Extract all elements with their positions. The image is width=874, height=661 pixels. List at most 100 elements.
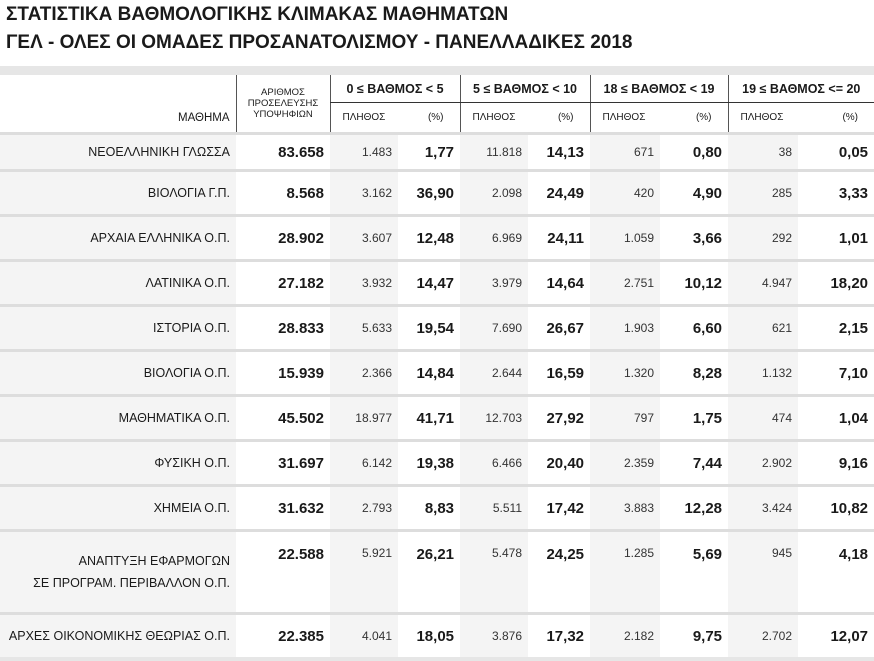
percent: 14,13 — [528, 132, 591, 171]
count: 1.059 — [590, 214, 661, 261]
subject-line: ΙΣΤΟΡΙΑ Ο.Π. — [153, 321, 230, 335]
data-row: ΧΗΜΕΙΑ Ο.Π. 31.632 2.793 8,83 5.511 17,42 3.88… — [0, 484, 874, 531]
percent: 36,90 — [398, 169, 461, 216]
count: 285 — [728, 169, 799, 216]
percent: 20,40 — [528, 439, 591, 486]
data-row: ΑΡΧΕΣ ΟΙΚΟΝΟΜΙΚΗΣ ΘΕΩΡΙΑΣ Ο.Π. 22.385 4.04… — [0, 612, 874, 657]
count: 4.041 — [330, 612, 398, 657]
subheader-row: ΠΛΗΘΟΣ (%) ΠΛΗΘΟΣ (%) ΠΛΗΘΟΣ (%) ΠΛΗΘΟΣ (%) — [0, 102, 874, 134]
count: 6.466 — [460, 439, 529, 486]
count: 18.977 — [330, 394, 398, 441]
count: 3.607 — [330, 214, 398, 261]
percent: 24,49 — [528, 169, 591, 216]
percent: 12,07 — [798, 612, 874, 657]
count: 3.162 — [330, 169, 398, 216]
subheader: ΠΛΗΘΟΣ — [329, 102, 398, 134]
subject-line: ΑΡΧΕΣ ΟΙΚΟΝΟΜΙΚΗΣ ΘΕΩΡΙΑΣ Ο.Π. — [8, 629, 230, 643]
subheader: ΠΛΗΘΟΣ — [459, 102, 529, 134]
candidates: 83.658 — [236, 132, 330, 171]
subject: ΒΙΟΛΟΓΙΑ Ο.Π. — [0, 349, 236, 396]
percent: 0,80 — [660, 132, 729, 171]
percent: 7,10 — [798, 349, 874, 396]
count: 2.182 — [590, 612, 661, 657]
percent: 1,04 — [798, 394, 874, 441]
subject: ΝΕΟΕΛΛΗΝΙΚΗ ΓΛΩΣΣΑ — [0, 132, 236, 171]
percent: 19,38 — [398, 439, 461, 486]
stats-table: ΜΑΘΗΜΑ ΑΡΙΘΜΟΣ ΠΡΟΣΕΛΕΥΣΗΣ ΥΠΟΨΗΦΙΩΝ 0 ≤ ΒΑΘ… — [0, 75, 874, 657]
percent: 7,44 — [660, 439, 729, 486]
candidates: 31.632 — [236, 484, 330, 531]
candidates: 45.502 — [236, 394, 330, 441]
count: 3.932 — [330, 259, 398, 306]
subject-line: ΛΑΤΙΝΙΚΑ Ο.Π. — [145, 276, 230, 290]
candidates: 28.833 — [236, 304, 330, 351]
data-row: ΝΕΟΕΛΛΗΝΙΚΗ ΓΛΩΣΣΑ 83.658 1.483 1,77 11.818 1… — [0, 132, 874, 171]
percent: 1,01 — [798, 214, 874, 261]
count-header-line: ΠΡΟΣΕΛΕΥΣΗΣ — [247, 98, 319, 109]
percent: 8,83 — [398, 484, 461, 531]
data-row: ΦΥΣΙΚΗ Ο.Π. 31.697 6.142 19,38 6.466 20,40 2.3… — [0, 439, 874, 486]
candidates: 22.385 — [236, 612, 330, 657]
header-row: ΜΑΘΗΜΑ ΑΡΙΘΜΟΣ ΠΡΟΣΕΛΕΥΣΗΣ ΥΠΟΨΗΦΙΩΝ 0 ≤ ΒΑΘ… — [0, 75, 874, 134]
count: 2.751 — [590, 259, 661, 306]
count: 3.979 — [460, 259, 529, 306]
percent: 19,54 — [398, 304, 461, 351]
percent: 1,77 — [398, 132, 461, 171]
subheader: (%) — [798, 102, 874, 134]
percent: 27,92 — [528, 394, 591, 441]
percent: 5,69 — [660, 529, 729, 614]
data-row: ΜΑΘΗΜΑΤΙΚΑ Ο.Π. 45.502 18.977 41,71 12.703 27… — [0, 394, 874, 441]
candidates: 15.939 — [236, 349, 330, 396]
count: 1.285 — [590, 529, 661, 614]
subject: ΧΗΜΕΙΑ Ο.Π. — [0, 484, 236, 531]
data-row: ΒΙΟΛΟΓΙΑ Γ.Π. 8.568 3.162 36,90 2.098 24,49 42… — [0, 169, 874, 216]
subject: ΒΙΟΛΟΓΙΑ Γ.Π. — [0, 169, 236, 216]
percent: 24,11 — [528, 214, 591, 261]
count: 2.702 — [728, 612, 799, 657]
percent: 26,21 — [398, 529, 461, 614]
candidates: 22.588 — [236, 529, 330, 614]
subheader: ΠΛΗΘΟΣ — [589, 102, 661, 134]
subheader: ΠΛΗΘΟΣ — [727, 102, 799, 134]
count: 5.511 — [460, 484, 529, 531]
percent: 9,16 — [798, 439, 874, 486]
count: 671 — [590, 132, 661, 171]
count: 1.132 — [728, 349, 799, 396]
count: 420 — [590, 169, 661, 216]
count: 797 — [590, 394, 661, 441]
percent: 17,42 — [528, 484, 591, 531]
group-header: 19 ≤ ΒΑΘΜΟΣ <= 20 — [727, 75, 874, 103]
data-row: ΑΡΧΑΙΑ ΕΛΛΗΝΙΚΑ Ο.Π. 28.902 3.607 12,48 6.96… — [0, 214, 874, 261]
count: 7.690 — [460, 304, 529, 351]
title: ΣΤΑΤΙΣΤΙΚΑ ΒΑΘΜΟΛΟΓΙΚΗΣ ΚΛΙΜΑΚΑΣ ΜΑΘΗΜΑΤ… — [6, 4, 509, 25]
count: 1.320 — [590, 349, 661, 396]
subject-header: ΜΑΘΗΜΑ — [0, 75, 236, 134]
percent: 14,64 — [528, 259, 591, 306]
data-row: ΙΣΤΟΡΙΑ Ο.Π. 28.833 5.633 19,54 7.690 26,67 1.… — [0, 304, 874, 351]
data-row: ΒΙΟΛΟΓΙΑ Ο.Π. 15.939 2.366 14,84 2.644 16,59 1… — [0, 349, 874, 396]
count: 474 — [728, 394, 799, 441]
percent: 17,32 — [528, 612, 591, 657]
percent: 3,66 — [660, 214, 729, 261]
count: 1.903 — [590, 304, 661, 351]
table-header: ΜΑΘΗΜΑ ΑΡΙΘΜΟΣ ΠΡΟΣΕΛΕΥΣΗΣ ΥΠΟΨΗΦΙΩΝ 0 ≤ ΒΑΘ… — [0, 75, 874, 134]
subheader: (%) — [660, 102, 729, 134]
count: 2.366 — [330, 349, 398, 396]
candidates: 31.697 — [236, 439, 330, 486]
count: 2.359 — [590, 439, 661, 486]
count-header-line: ΥΠΟΨΗΦΙΩΝ — [253, 109, 313, 120]
count: 12.703 — [460, 394, 529, 441]
percent: 12,48 — [398, 214, 461, 261]
count: 1.483 — [330, 132, 398, 171]
subheader: (%) — [528, 102, 591, 134]
group-header: 18 ≤ ΒΑΘΜΟΣ < 19 — [589, 75, 729, 103]
percent: 9,75 — [660, 612, 729, 657]
count: 621 — [728, 304, 799, 351]
percent: 14,47 — [398, 259, 461, 306]
subject-line: ΣΕ ΠΡΟΓΡΑΜ. ΠΕΡΙΒΑΛΛΟΝ Ο.Π. — [33, 576, 230, 590]
percent: 18,05 — [398, 612, 461, 657]
count: 5.478 — [460, 529, 529, 614]
subject-line: ΒΙΟΛΟΓΙΑ Γ.Π. — [147, 186, 230, 200]
percent: 4,18 — [798, 529, 874, 614]
